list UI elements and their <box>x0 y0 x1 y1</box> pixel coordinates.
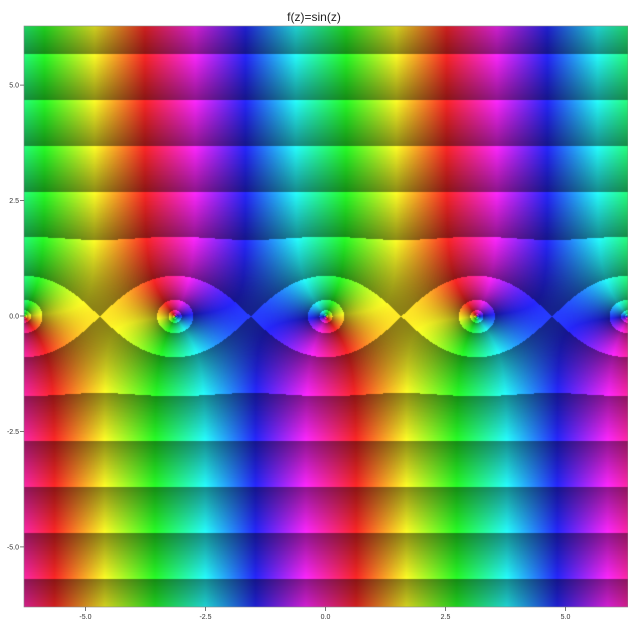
chart-title: f(z)=sin(z) <box>287 10 341 24</box>
y-tick-label: 2.5 <box>9 198 19 205</box>
y-tick-label: -2.5 <box>7 429 19 436</box>
y-tick-label: 0.0 <box>9 314 19 321</box>
x-tick-label: 0.0 <box>321 614 331 621</box>
plot-frame <box>23 25 628 608</box>
domain-coloring-plot <box>24 26 628 607</box>
x-tick-label: -5.0 <box>79 614 91 621</box>
y-tick-label: -5.0 <box>7 544 19 551</box>
y-tick-label: 5.0 <box>9 83 19 90</box>
x-tick-label: -2.5 <box>199 614 211 621</box>
x-tick-label: 2.5 <box>441 614 451 621</box>
x-tick-label: 5.0 <box>561 614 571 621</box>
